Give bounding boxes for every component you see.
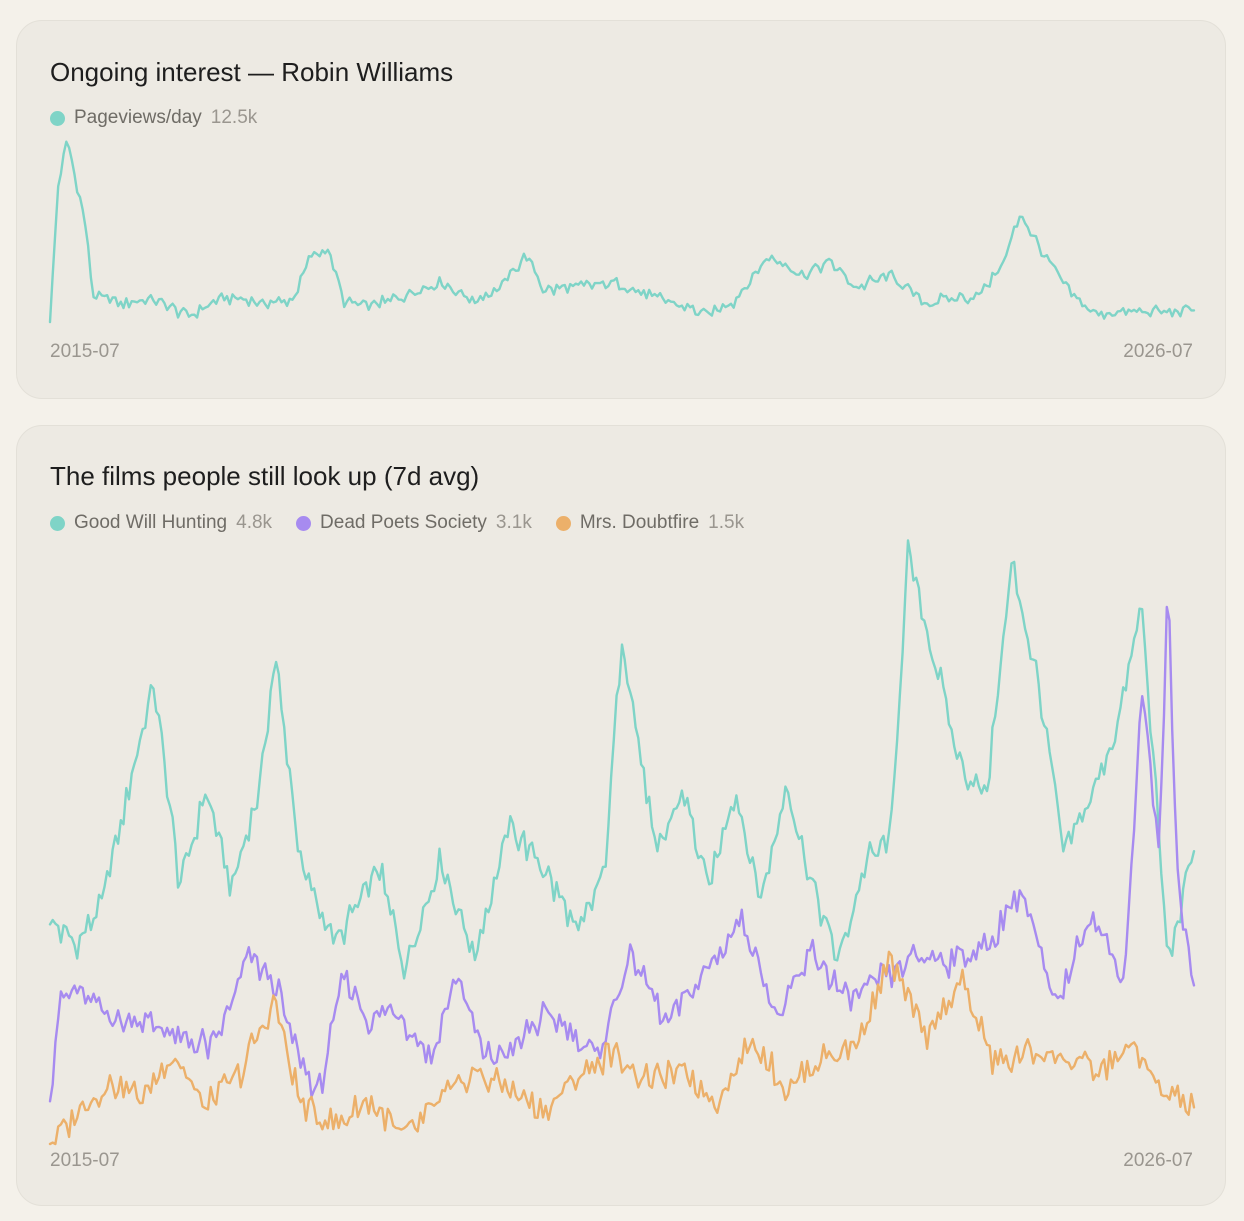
legend-label: Good Will Hunting [74,512,228,533]
series-line-pageviews-day [48,140,1196,324]
x-axis-start-label: 2015-07 [50,1150,120,1171]
legend-label: Pageviews/day [74,107,202,128]
legend-dot-icon [555,515,571,531]
series-line-good-will-hunting [48,539,1196,980]
legend-item-pageviews: Pageviews/day 12.5k [50,107,257,129]
chart-legend: Pageviews/day 12.5k [50,107,281,129]
legend-item-mrs-doubtfire: Mrs. Doubtfire 1.5k [555,512,745,534]
chart-legend: Good Will Hunting 4.8k Dead Poets Societ… [50,512,768,534]
pageviews-line-chart [48,140,1196,324]
chart-title: Ongoing interest — Robin Williams [50,57,454,87]
series-line-mrs-doubtfire [48,950,1196,1146]
x-axis-start-label: 2015-07 [50,341,120,362]
films-line-chart [48,539,1196,1146]
legend-dot-icon [50,110,65,126]
legend-value: 4.8k [236,512,273,533]
legend-item-good-will-hunting: Good Will Hunting 4.8k [50,512,272,534]
legend-dot-icon [296,515,312,531]
legend-item-dead-poets-society: Dead Poets Society 3.1k [296,512,532,534]
legend-label: Dead Poets Society [320,512,487,533]
legend-dot-icon [50,515,65,531]
x-axis-end-label: 2026-07 [1123,1150,1193,1171]
films-card: The films people still look up (7d avg) … [16,425,1226,1206]
legend-value: 1.5k [708,512,745,533]
series-line-dead-poets-society [48,605,1196,1103]
pageviews-card: Ongoing interest — Robin Williams Pagevi… [16,20,1226,399]
legend-label: Mrs. Doubtfire [579,512,700,533]
legend-value: 3.1k [495,512,532,533]
chart-title: The films people still look up (7d avg) [50,461,480,491]
legend-value: 12.5k [210,107,258,128]
x-axis-end-label: 2026-07 [1123,341,1193,362]
